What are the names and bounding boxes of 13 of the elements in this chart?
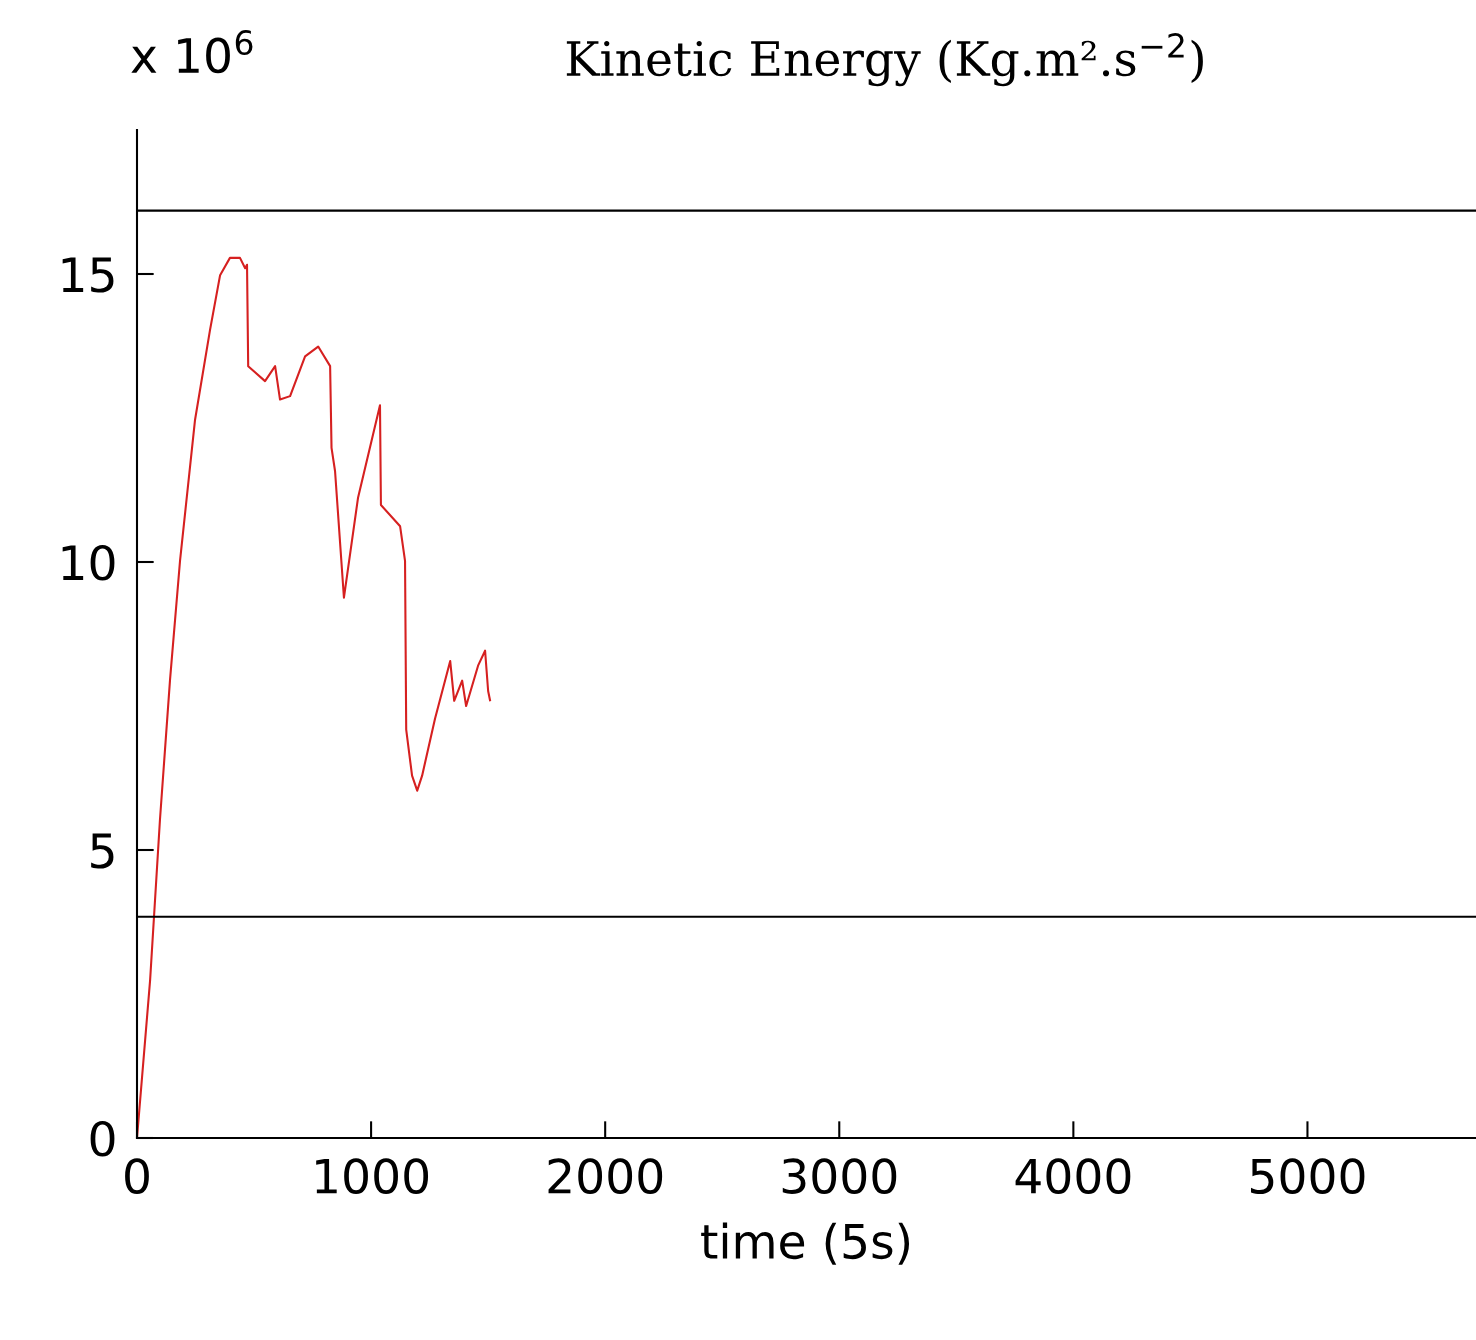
x-tick-label: 2000 <box>548 1158 663 1194</box>
y-tick-label: 10 <box>62 544 115 581</box>
y-tick-label: 15 <box>62 257 114 293</box>
text: x 10$^{6}$ <box>131 30 253 74</box>
x-tick-label: 4000 <box>1015 1158 1131 1194</box>
x-tick-label: 5000 <box>1251 1158 1365 1194</box>
x-tick-label: 3000 <box>782 1158 897 1194</box>
x-axis-title: time (5s) <box>701 1222 910 1265</box>
y-tick-label: 0 <box>90 1120 115 1157</box>
y-tick-label: 5 <box>91 833 114 869</box>
x-tick-label: 0 <box>125 1158 149 1194</box>
chart-title: Kinetic Energy (Kg.m².s$^{−2}$) <box>566 33 1203 87</box>
x-tick-label: 1000 <box>316 1158 429 1194</box>
